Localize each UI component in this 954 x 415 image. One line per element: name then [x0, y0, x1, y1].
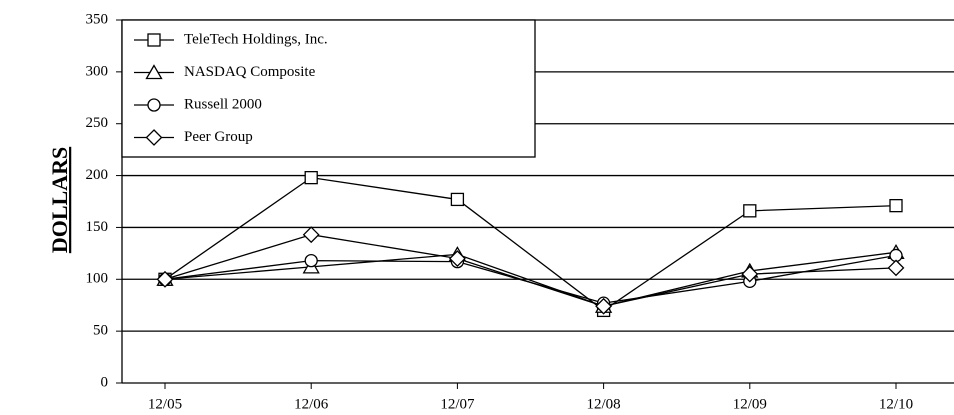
legend-marker — [147, 33, 161, 47]
y-tick-label: 250 — [86, 115, 109, 131]
y-tick-label: 100 — [86, 271, 109, 287]
marker — [302, 226, 320, 244]
series-line — [164, 234, 897, 307]
y-tick-label: 150 — [86, 219, 109, 235]
marker — [889, 198, 903, 213]
marker — [448, 250, 466, 267]
marker — [741, 265, 759, 283]
marker — [156, 270, 174, 288]
x-tick-label: 12/09 — [733, 396, 767, 412]
y-tick-label: 350 — [86, 11, 109, 27]
x-tick-label: 12/10 — [879, 396, 913, 412]
y-axis-label: DOLLARS — [47, 147, 72, 253]
legend-label: TeleTech Holdings, Inc. — [184, 31, 328, 47]
x-tick-label: 12/06 — [294, 396, 329, 412]
marker — [304, 170, 318, 185]
y-tick-label: 300 — [86, 63, 109, 79]
y-tick-label: 200 — [86, 167, 109, 183]
x-tick-label: 12/08 — [587, 396, 621, 412]
x-tick-label: 12/07 — [440, 396, 475, 412]
marker — [743, 204, 757, 218]
marker — [450, 192, 465, 207]
y-tick-label: 50 — [93, 323, 108, 339]
legend-marker — [145, 64, 163, 80]
legend-marker — [145, 129, 163, 146]
legend-label: Russell 2000 — [184, 96, 262, 112]
series-line — [164, 176, 897, 312]
y-tick-label: 0 — [101, 374, 109, 390]
legend-marker — [147, 98, 161, 112]
marker — [887, 259, 905, 277]
series-line — [164, 251, 897, 307]
marker — [304, 253, 318, 268]
legend-box — [121, 19, 536, 158]
legend-label: Peer Group — [184, 129, 253, 145]
legend-label: NASDAQ Composite — [184, 64, 316, 80]
x-tick-label: 12/05 — [148, 396, 182, 412]
marker — [595, 297, 613, 315]
